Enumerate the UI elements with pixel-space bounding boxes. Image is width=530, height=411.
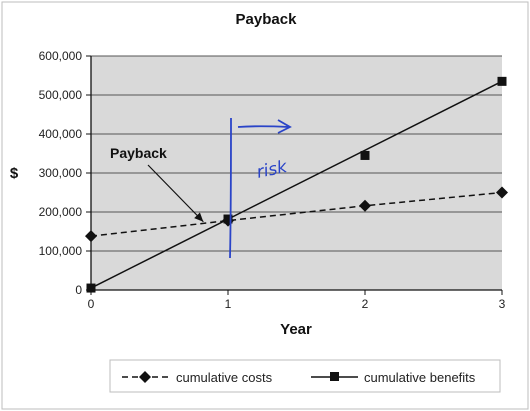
- y-tick-label: 200,000: [39, 205, 83, 219]
- legend: cumulative costs cumulative benefits: [110, 360, 500, 392]
- legend-costs-label: cumulative costs: [176, 370, 273, 385]
- legend-benefits-label: cumulative benefits: [364, 370, 476, 385]
- x-tick-label: 0: [88, 297, 95, 311]
- data-point-square: [87, 284, 96, 293]
- x-axis-title: Year: [280, 321, 312, 338]
- ink-arrow-shaft: [238, 126, 288, 127]
- y-tick-label: 300,000: [39, 166, 83, 180]
- x-tick-label: 2: [362, 297, 369, 311]
- chart-title: Payback: [236, 11, 298, 28]
- ink-vertical-line: [230, 118, 231, 258]
- y-tick-label: 500,000: [39, 88, 83, 102]
- y-tick-label: 100,000: [39, 244, 83, 258]
- legend-benefits-marker: [330, 372, 339, 381]
- x-tick-label: 3: [499, 297, 506, 311]
- data-point-square: [498, 77, 507, 86]
- x-tick-label: 1: [225, 297, 232, 311]
- y-tick-label: 0: [75, 283, 82, 297]
- payback-annotation: Payback: [110, 145, 167, 161]
- y-tick-label: 600,000: [39, 49, 83, 63]
- y-axis-title: $: [10, 165, 19, 182]
- data-point-square: [361, 151, 370, 160]
- y-tick-label: 400,000: [39, 127, 83, 141]
